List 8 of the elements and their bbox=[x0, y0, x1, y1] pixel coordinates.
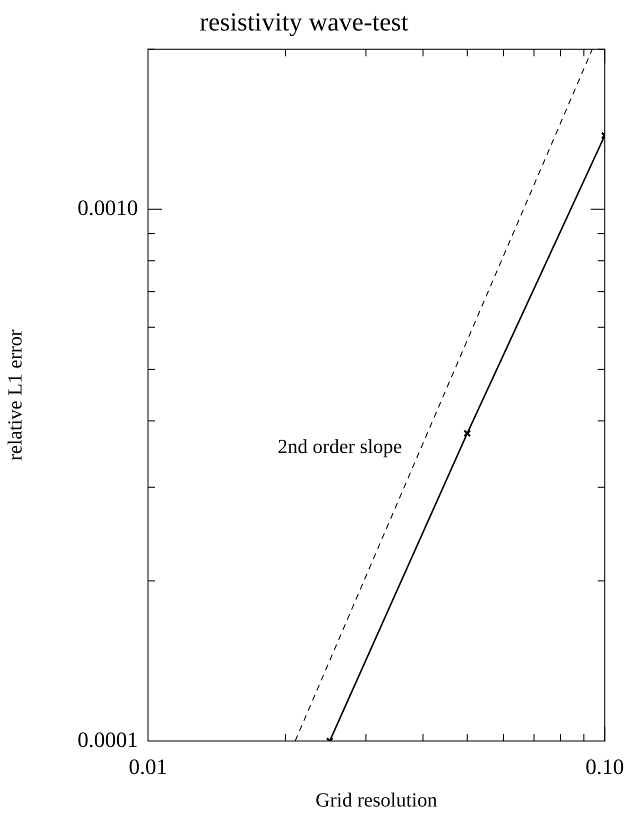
y-tick-label: 0.0010 bbox=[78, 195, 138, 220]
annotation: 2nd order slope bbox=[278, 436, 402, 458]
x-tick-label: 0.10 bbox=[586, 754, 624, 779]
y-tick-label: 0.0001 bbox=[78, 726, 138, 752]
y-axis-title: relative L1 error bbox=[4, 329, 26, 461]
x-axis-title: Grid resolution bbox=[316, 789, 438, 812]
chart-title: resistivity wave-test bbox=[200, 7, 410, 36]
x-tick-label: 0.01 bbox=[128, 754, 168, 779]
